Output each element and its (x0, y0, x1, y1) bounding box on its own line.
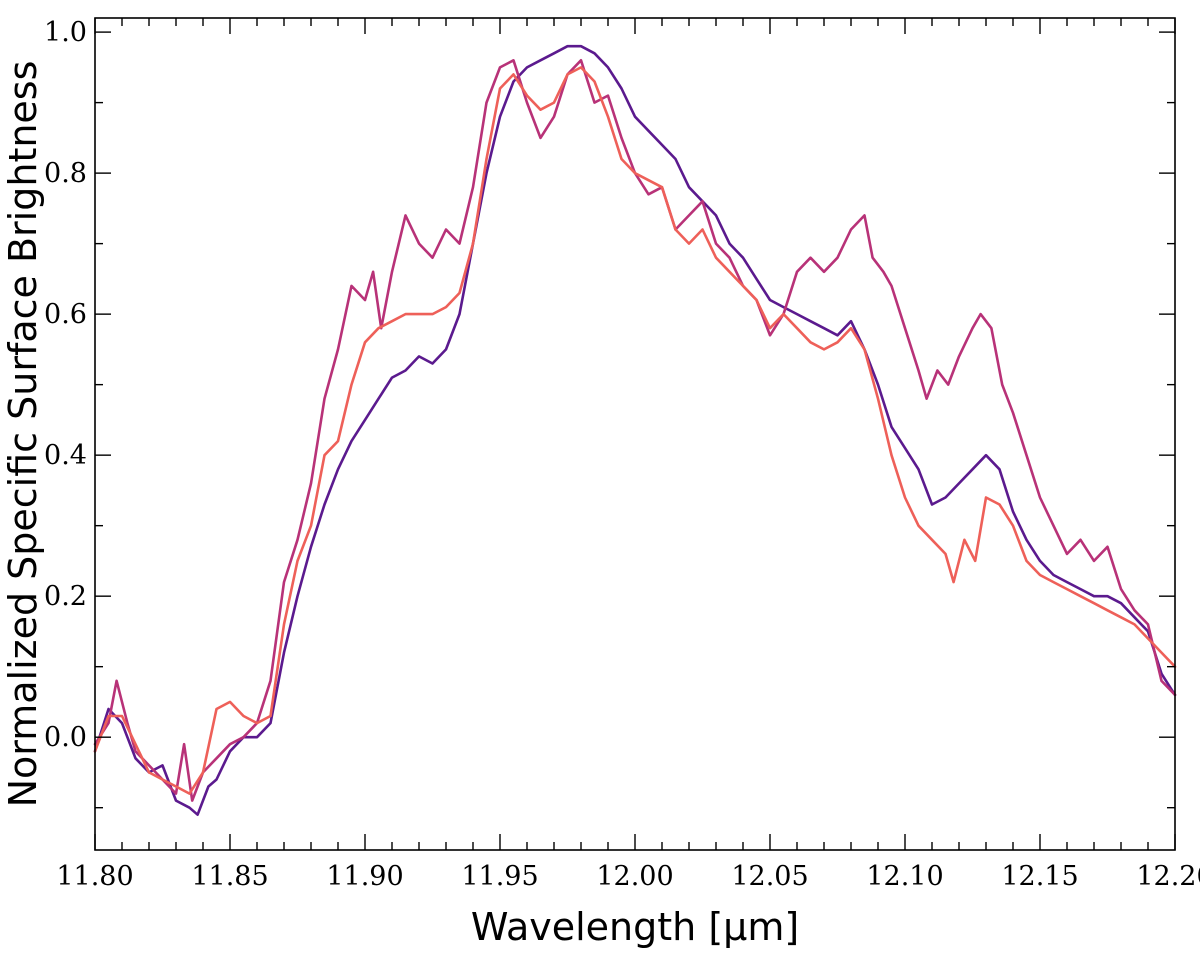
tick-labels-layer: 11.80 11.85 11.90 11.95 12.00 12.05 12.10 12.15… (44, 17, 1200, 892)
x-tick-label: 12.00 (596, 861, 673, 892)
y-tick-label: 0.4 (44, 440, 87, 471)
x-axis-label: Wavelength [μm] (471, 905, 799, 949)
y-tick-label: 0.0 (44, 722, 87, 753)
series-line-1 (93, 44, 1177, 817)
plot-frame (94, 17, 1176, 851)
series-layer (93, 44, 1177, 817)
y-axis-label: Normalized Specific Surface Brightness (1, 61, 45, 808)
x-tick-label: 11.90 (326, 861, 403, 892)
x-tick-label: 11.80 (56, 861, 133, 892)
x-tick-label: 12.10 (866, 861, 943, 892)
y-tick-label: 0.2 (44, 581, 87, 612)
x-tick-label: 11.85 (191, 861, 268, 892)
y-tick-label: 0.6 (44, 299, 87, 330)
x-tick-label: 12.20 (1136, 861, 1200, 892)
y-tick-label: 1.0 (44, 17, 87, 48)
y-tick-label: 0.8 (44, 158, 87, 189)
x-tick-label: 12.15 (1001, 861, 1078, 892)
series-line-3 (93, 66, 1177, 795)
ticks-layer (94, 18, 1176, 850)
x-tick-label: 12.05 (731, 861, 808, 892)
x-tick-label: 11.95 (461, 861, 538, 892)
